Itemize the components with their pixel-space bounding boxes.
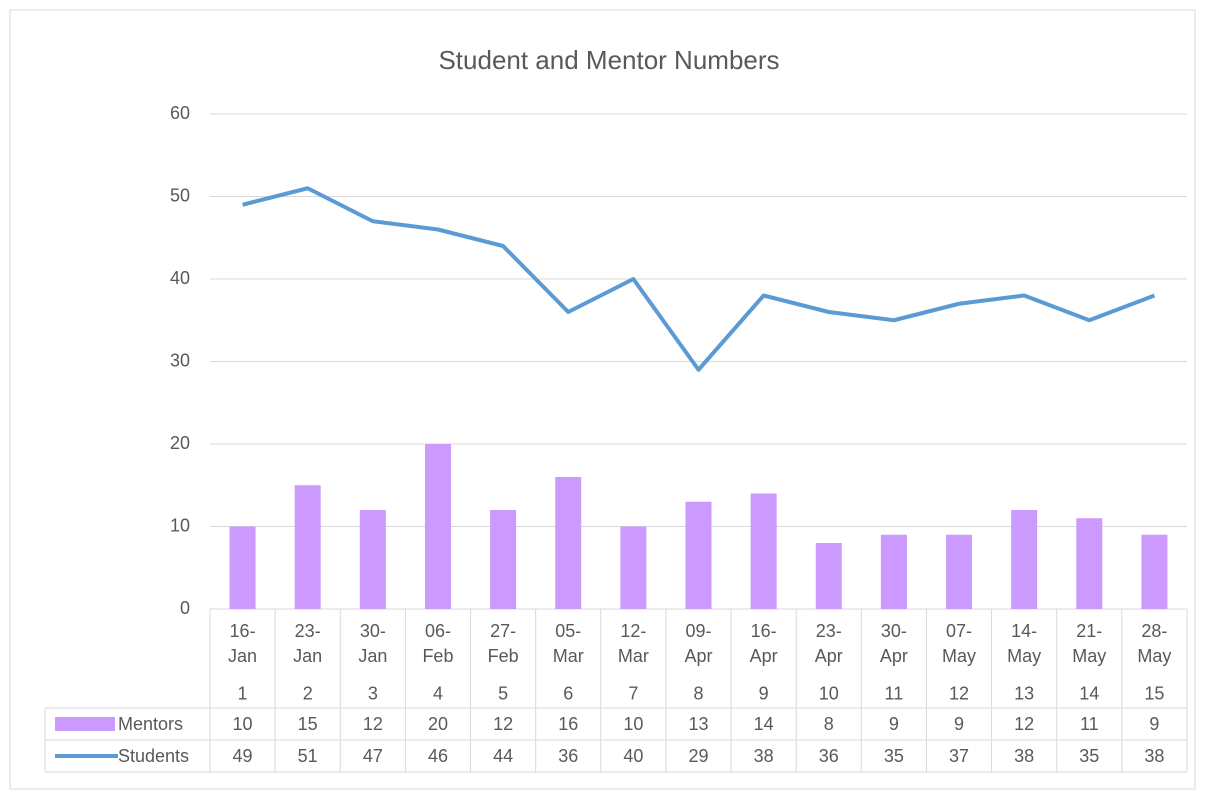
table-value: 12 — [493, 714, 513, 734]
bar — [294, 485, 321, 609]
x-tick-label: 07-May — [942, 621, 977, 666]
bar — [359, 510, 386, 609]
table-value: 46 — [428, 746, 448, 766]
bar — [815, 543, 842, 609]
table-value: 29 — [688, 746, 708, 766]
x-subcategory-label: 9 — [759, 683, 769, 703]
x-subcategory-label: 2 — [303, 683, 313, 703]
x-tick-label: 23-Apr — [814, 621, 843, 666]
table-value: 13 — [688, 714, 708, 734]
table-value: 9 — [889, 714, 899, 734]
table-value: 40 — [623, 746, 643, 766]
x-subcategory-label: 5 — [498, 683, 508, 703]
x-subcategory-label: 6 — [563, 683, 573, 703]
x-tick-label: 16-Jan — [228, 621, 258, 666]
table-value: 51 — [298, 746, 318, 766]
bar — [1011, 510, 1038, 609]
x-tick-label: 06-Feb — [422, 621, 454, 666]
bar — [750, 493, 777, 609]
bar — [946, 534, 973, 609]
table-value: 15 — [298, 714, 318, 734]
table-value: 9 — [954, 714, 964, 734]
x-subcategory-label: 14 — [1079, 683, 1099, 703]
bar — [490, 510, 517, 609]
table-value: 10 — [233, 714, 253, 734]
y-tick-label: 60 — [170, 103, 190, 123]
chart-border — [9, 9, 1196, 790]
x-subcategory-label: 1 — [238, 683, 248, 703]
x-tick-label: 05-Mar — [552, 621, 584, 666]
legend-key — [55, 717, 115, 731]
x-subcategory-label: 10 — [819, 683, 839, 703]
table-value: 37 — [949, 746, 969, 766]
x-subcategory-label: 4 — [433, 683, 443, 703]
table-value: 14 — [754, 714, 774, 734]
table-value: 38 — [754, 746, 774, 766]
x-tick-label: 27-Feb — [487, 621, 519, 666]
y-tick-label: 20 — [170, 433, 190, 453]
x-tick-label: 28-May — [1137, 621, 1172, 666]
bar — [1076, 518, 1103, 609]
table-value: 38 — [1014, 746, 1034, 766]
table-value: 49 — [233, 746, 253, 766]
bar — [880, 534, 907, 609]
bar — [555, 477, 582, 609]
bar — [229, 526, 256, 609]
table-value: 12 — [1014, 714, 1034, 734]
table-value: 36 — [819, 746, 839, 766]
x-tick-label: 30-Apr — [879, 621, 908, 666]
table-value: 20 — [428, 714, 448, 734]
table-value: 47 — [363, 746, 383, 766]
y-tick-label: 10 — [170, 515, 190, 535]
table-value: 12 — [363, 714, 383, 734]
table-value: 10 — [623, 714, 643, 734]
x-subcategory-label: 3 — [368, 683, 378, 703]
x-subcategory-label: 12 — [949, 683, 969, 703]
table-value: 36 — [558, 746, 578, 766]
bar — [1141, 534, 1168, 609]
table-value: 38 — [1144, 746, 1164, 766]
x-tick-label: 12-Mar — [617, 621, 649, 666]
x-subcategory-label: 11 — [885, 683, 904, 703]
x-subcategory-label: 15 — [1144, 683, 1164, 703]
x-subcategory-label: 7 — [628, 683, 638, 703]
bar — [685, 501, 712, 609]
x-tick-label: 23-Jan — [293, 621, 323, 666]
table-value: 44 — [493, 746, 513, 766]
x-tick-label: 14-May — [1007, 621, 1042, 666]
legend-label: Mentors — [118, 714, 183, 734]
y-tick-label: 40 — [170, 268, 190, 288]
legend-label: Students — [118, 746, 189, 766]
table-value: 16 — [558, 714, 578, 734]
x-tick-label: 30-Jan — [358, 621, 388, 666]
table-value: 9 — [1149, 714, 1159, 734]
table-value: 35 — [1079, 746, 1099, 766]
y-tick-label: 0 — [180, 598, 190, 618]
bar — [620, 526, 647, 609]
chart-title: Student and Mentor Numbers — [438, 45, 779, 75]
table-value: 11 — [1080, 714, 1099, 734]
x-subcategory-label: 8 — [693, 683, 703, 703]
y-tick-label: 50 — [170, 185, 190, 205]
bar — [424, 444, 451, 609]
x-tick-label: 16-Apr — [749, 621, 778, 666]
line — [242, 186, 1156, 372]
x-tick-label: 21-May — [1072, 621, 1107, 666]
x-subcategory-label: 13 — [1014, 683, 1034, 703]
x-tick-label: 09-Apr — [684, 621, 713, 666]
table-value: 35 — [884, 746, 904, 766]
y-tick-label: 30 — [170, 350, 190, 370]
table-value: 8 — [824, 714, 834, 734]
